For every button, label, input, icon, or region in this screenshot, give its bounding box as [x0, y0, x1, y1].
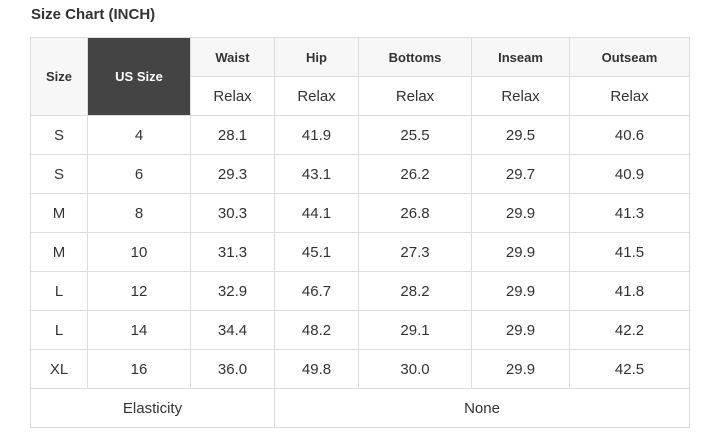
table-cell: 45.1 [274, 232, 359, 272]
table-cell: 10 [87, 232, 191, 272]
table-cell: 30.0 [358, 349, 472, 389]
table-cell: 6 [87, 154, 191, 194]
table-cell: 49.8 [274, 349, 359, 389]
table-cell: 40.6 [569, 115, 690, 155]
table-cell: 29.5 [471, 115, 570, 155]
table-cell: 41.9 [274, 115, 359, 155]
table-cell: 32.9 [190, 271, 275, 311]
table-row: L 14 34.4 48.2 29.1 29.9 42.2 [30, 310, 690, 350]
elasticity-row: Elasticity None [30, 388, 690, 428]
table-cell: 31.3 [190, 232, 275, 272]
table-cell: 48.2 [274, 310, 359, 350]
table-cell: 41.5 [569, 232, 690, 272]
table-cell: 41.8 [569, 271, 690, 311]
table-cell: 28.1 [190, 115, 275, 155]
table-cell: 26.2 [358, 154, 472, 194]
subheader-cell: Relax [358, 76, 472, 116]
table-cell: 29.7 [471, 154, 570, 194]
elasticity-value: None [274, 388, 690, 428]
table-cell: L [30, 310, 88, 350]
table-cell: 44.1 [274, 193, 359, 233]
table-cell: S [30, 154, 88, 194]
table-cell: 46.7 [274, 271, 359, 311]
table-cell: M [30, 193, 88, 233]
size-chart-table: Size US Size Waist Hip Bottoms Inseam Ou… [30, 37, 690, 428]
header-waist: Waist [190, 37, 275, 77]
table-cell: S [30, 115, 88, 155]
table-cell: 25.5 [358, 115, 472, 155]
table-row: M 10 31.3 45.1 27.3 29.9 41.5 [30, 232, 690, 272]
header-us-size: US Size [87, 37, 191, 116]
header-size: Size [30, 37, 88, 116]
subheader-row: Relax Relax Relax Relax Relax [31, 76, 690, 116]
subheader-cell: Relax [190, 76, 275, 116]
table-cell: 29.9 [471, 349, 570, 389]
table-cell: 27.3 [358, 232, 472, 272]
table-cell: 29.9 [471, 232, 570, 272]
header-bottoms: Bottoms [358, 37, 472, 77]
table-cell: 40.9 [569, 154, 690, 194]
table-cell: 4 [87, 115, 191, 155]
table-cell: 29.3 [190, 154, 275, 194]
table-cell: 42.5 [569, 349, 690, 389]
table-cell: 8 [87, 193, 191, 233]
subheader-cell: Relax [274, 76, 359, 116]
table-row: S 6 29.3 43.1 26.2 29.7 40.9 [30, 154, 690, 194]
table-cell: 30.3 [190, 193, 275, 233]
table-row: L 12 32.9 46.7 28.2 29.9 41.8 [30, 271, 690, 311]
table-cell: 14 [87, 310, 191, 350]
subheader-cell: Relax [569, 76, 690, 116]
table-cell: 16 [87, 349, 191, 389]
header-hip: Hip [274, 37, 359, 77]
table-row: XL 16 36.0 49.8 30.0 29.9 42.5 [30, 349, 690, 389]
table-cell: 29.1 [358, 310, 472, 350]
table-cell: 43.1 [274, 154, 359, 194]
table-cell: 34.4 [190, 310, 275, 350]
table-cell: M [30, 232, 88, 272]
table-cell: 36.0 [190, 349, 275, 389]
header-row: Size US Size Waist Hip Bottoms Inseam Ou… [30, 37, 690, 116]
header-outseam: Outseam [569, 37, 690, 77]
table-cell: L [30, 271, 88, 311]
subheader-cell: Relax [471, 76, 570, 116]
table-cell: 28.2 [358, 271, 472, 311]
table-cell: 29.9 [471, 310, 570, 350]
page-title: Size Chart (INCH) [31, 6, 156, 23]
table-cell: 42.2 [569, 310, 690, 350]
table-cell: 12 [87, 271, 191, 311]
elasticity-label: Elasticity [30, 388, 275, 428]
table-cell: 41.3 [569, 193, 690, 233]
table-cell: 29.9 [471, 193, 570, 233]
table-row: S 4 28.1 41.9 25.5 29.5 40.6 [30, 115, 690, 155]
table-row: M 8 30.3 44.1 26.8 29.9 41.3 [30, 193, 690, 233]
table-cell: XL [30, 349, 88, 389]
table-cell: 29.9 [471, 271, 570, 311]
table-cell: 26.8 [358, 193, 472, 233]
header-inseam: Inseam [471, 37, 570, 77]
